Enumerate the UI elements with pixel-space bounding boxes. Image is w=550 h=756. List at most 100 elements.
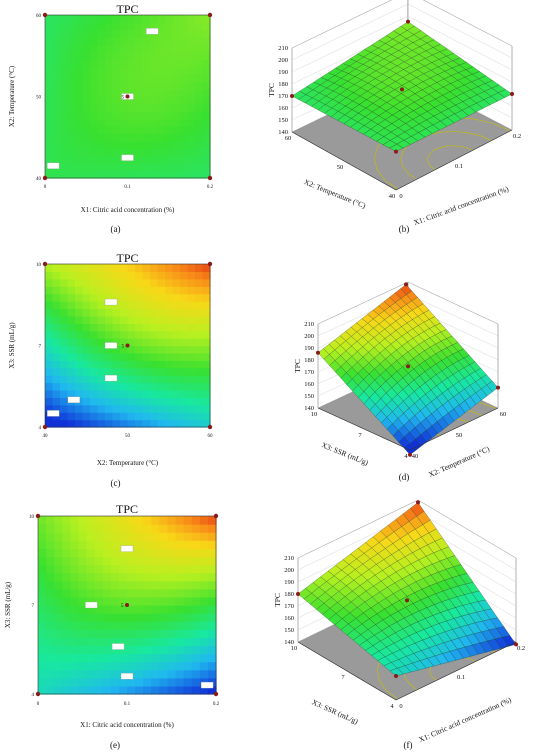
heat-cell — [187, 59, 196, 68]
heat-cell — [97, 148, 106, 157]
heat-cell — [75, 74, 84, 83]
heat-cell — [70, 661, 80, 671]
heat-cell — [60, 404, 69, 413]
heat-cell — [195, 163, 204, 172]
heat-cell — [165, 81, 174, 90]
heat-cell — [143, 596, 152, 606]
heat-cell — [195, 301, 204, 310]
heat-cell — [191, 661, 201, 671]
heat-cell — [157, 15, 166, 24]
design-point — [213, 513, 219, 519]
heat-cell — [135, 419, 144, 428]
heat-cell — [62, 645, 71, 655]
heat-cell — [159, 677, 169, 687]
heat-cell — [157, 301, 166, 310]
heat-cell — [46, 653, 55, 663]
heat-cell — [183, 540, 193, 549]
heat-cell — [52, 345, 61, 354]
heat-cell — [187, 301, 196, 310]
heat-cell — [135, 89, 144, 98]
heat-cell — [75, 315, 84, 324]
heat-cell — [157, 155, 166, 164]
heat-cell — [183, 572, 193, 582]
heat-cell — [143, 532, 152, 541]
heat-cell — [75, 286, 84, 295]
heat-cell — [38, 572, 47, 582]
heat-cell — [45, 126, 54, 135]
heat-cell — [105, 52, 114, 61]
surface-facet — [404, 443, 416, 455]
heat-cell — [110, 629, 120, 638]
heat-cell — [102, 613, 112, 622]
x-axis-label: X2: Temperature (°C) — [427, 444, 491, 479]
heat-cell — [54, 524, 63, 533]
heat-cell — [78, 532, 88, 541]
design-point — [514, 642, 518, 647]
heat-cell — [82, 419, 91, 428]
heat-cell — [67, 74, 76, 83]
heat-cell — [127, 29, 136, 38]
z-tick-label: 180 — [278, 81, 288, 88]
heat-cell — [70, 564, 80, 574]
design-point — [290, 94, 294, 98]
heat-cell — [157, 412, 166, 421]
heat-cell — [180, 419, 189, 428]
heat-cell — [157, 397, 166, 406]
heat-cell — [75, 278, 84, 287]
heat-cell — [150, 404, 159, 413]
heat-cell — [97, 360, 106, 369]
center-point — [125, 343, 130, 348]
heat-cell — [127, 81, 136, 90]
heat-cell — [75, 345, 84, 354]
heat-cell — [207, 637, 217, 647]
heat-cell — [167, 532, 177, 541]
heat-cell — [70, 524, 80, 533]
heat-cell — [62, 637, 71, 647]
heat-cell — [191, 532, 201, 541]
heat-cell — [82, 315, 91, 324]
heat-cell — [187, 111, 196, 120]
heat-cell — [172, 74, 181, 83]
heat-cell — [165, 286, 174, 295]
heat-cell — [97, 308, 106, 317]
heat-cell — [183, 548, 193, 558]
heat-cell — [82, 397, 91, 406]
heat-cell — [150, 389, 159, 398]
heat-cell — [67, 264, 76, 273]
heat-cell — [82, 330, 91, 339]
heat-cell — [165, 37, 174, 46]
heat-cell — [150, 52, 159, 61]
heat-cell — [112, 140, 121, 149]
heat-cell — [180, 375, 189, 384]
heat-cell — [172, 59, 181, 68]
heat-cell — [46, 548, 55, 558]
heat-cell — [52, 15, 61, 24]
heat-cell — [195, 286, 204, 295]
heat-cell — [135, 66, 144, 75]
heat-cell — [54, 621, 63, 630]
contour-label — [104, 342, 118, 349]
heat-cell — [172, 382, 181, 391]
heat-cell — [54, 548, 63, 558]
heat-cell — [151, 516, 160, 525]
heat-cell — [94, 613, 104, 622]
heat-cell — [97, 330, 106, 339]
heat-cell — [135, 308, 144, 317]
heat-cell — [159, 629, 169, 638]
heat-cell — [38, 605, 47, 614]
heat-cell — [90, 271, 99, 280]
heat-cell — [199, 685, 209, 695]
heat-cell — [112, 315, 121, 324]
heat-cell — [135, 44, 144, 53]
heat-cell — [67, 412, 76, 421]
heat-cell — [86, 516, 96, 525]
x-tick-label: 40 — [43, 434, 49, 439]
surface-facet — [389, 144, 404, 152]
heat-cell — [202, 293, 211, 302]
heat-cell — [67, 271, 76, 280]
heat-cell — [127, 315, 136, 324]
heat-cell — [135, 389, 144, 398]
heat-cell — [97, 404, 106, 413]
heat-cell — [52, 66, 61, 75]
heat-cell — [97, 286, 106, 295]
